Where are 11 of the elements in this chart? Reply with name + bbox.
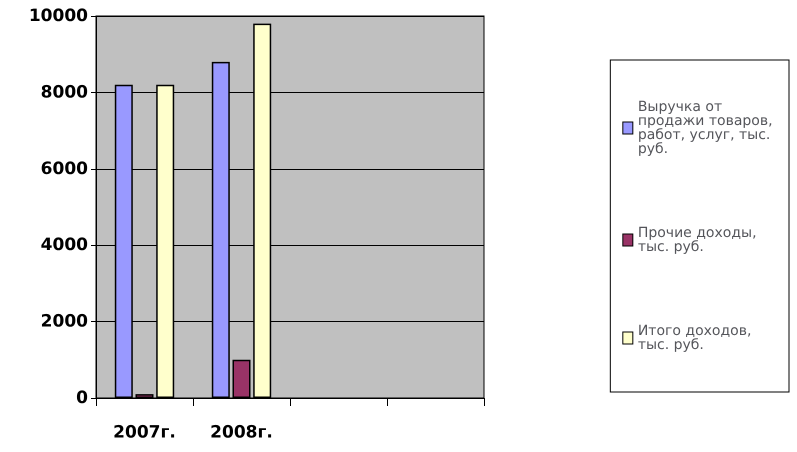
legend-label: Итого доходов, тыс. руб. (638, 323, 756, 353)
y-tick-label: 4000 (40, 235, 88, 256)
y-tick-label: 2000 (40, 312, 88, 332)
y-tick-label: 6000 (40, 158, 88, 179)
y-tick-label: 0 (76, 388, 88, 408)
y-tick-label: 10000 (28, 6, 88, 26)
x-tick-label: 2007г. (113, 422, 176, 442)
legend-label: Выручка от продажи товаров, работ, услуг, тыс. руб. (638, 99, 778, 157)
legend-label: Прочие доходы, тыс. руб. (638, 225, 761, 255)
y-tick-label: 8000 (40, 82, 88, 102)
x-tick-label: 2008г. (210, 422, 273, 442)
